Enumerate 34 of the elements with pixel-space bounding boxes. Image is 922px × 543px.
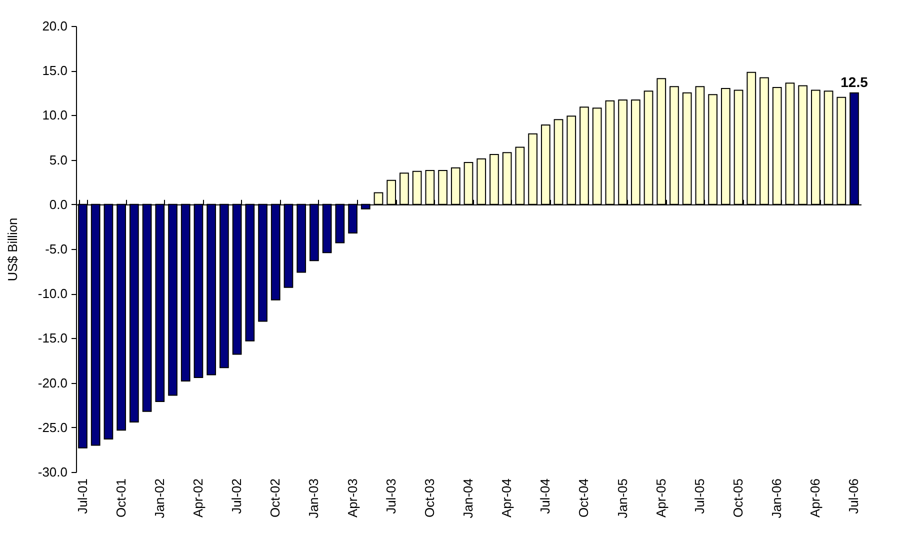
y-axis-title: US$ Billion (4, 218, 20, 282)
data-label: 12.5 (840, 74, 868, 90)
x-tick-label: Apr-06 (808, 478, 823, 518)
x-tick-label: Jan-02 (152, 478, 167, 518)
x-tick-label: Jul-02 (229, 478, 244, 514)
y-tick-label: -25.0 (38, 420, 68, 435)
y-tick-label: -15.0 (38, 330, 68, 346)
x-tick-label: Jan-05 (614, 478, 630, 518)
x-tick-label: Apr-03 (344, 478, 360, 518)
y-tick-label: -20.0 (38, 375, 68, 390)
x-tick-label: Apr-04 (499, 478, 514, 518)
x-tick-label: Oct-05 (730, 478, 746, 518)
x-tick-label: Jan-04 (460, 478, 476, 518)
x-tick-label: Oct-02 (268, 478, 283, 518)
y-tick-label: 20.0 (42, 18, 68, 34)
x-tick-label: Jul-01 (74, 478, 90, 514)
y-tick-label: 0.0 (49, 196, 68, 212)
x-tick-label: Oct-04 (576, 478, 592, 518)
x-tick-label: Oct-01 (113, 478, 128, 518)
x-tick-label: Apr-02 (190, 478, 206, 518)
y-tick-label: 5.0 (49, 152, 68, 168)
y-tick-label: 15.0 (42, 63, 68, 78)
y-tick-label: 10.0 (42, 108, 68, 123)
x-tick-label: Jan-06 (769, 478, 784, 518)
y-tick-label: -5.0 (45, 242, 68, 256)
x-tick-label: Jul-03 (383, 478, 398, 514)
x-tick-label: Jul-05 (692, 478, 707, 514)
y-tick-label: -30.0 (38, 464, 68, 480)
x-tick-label: Jan-03 (306, 478, 322, 518)
x-tick-label: Jul-04 (538, 478, 553, 514)
x-tick-label: Apr-05 (653, 478, 668, 518)
y-tick-label: -10.0 (38, 286, 68, 302)
x-tick-label: Oct-03 (422, 478, 437, 518)
x-tick-label: Jul-06 (846, 478, 862, 514)
